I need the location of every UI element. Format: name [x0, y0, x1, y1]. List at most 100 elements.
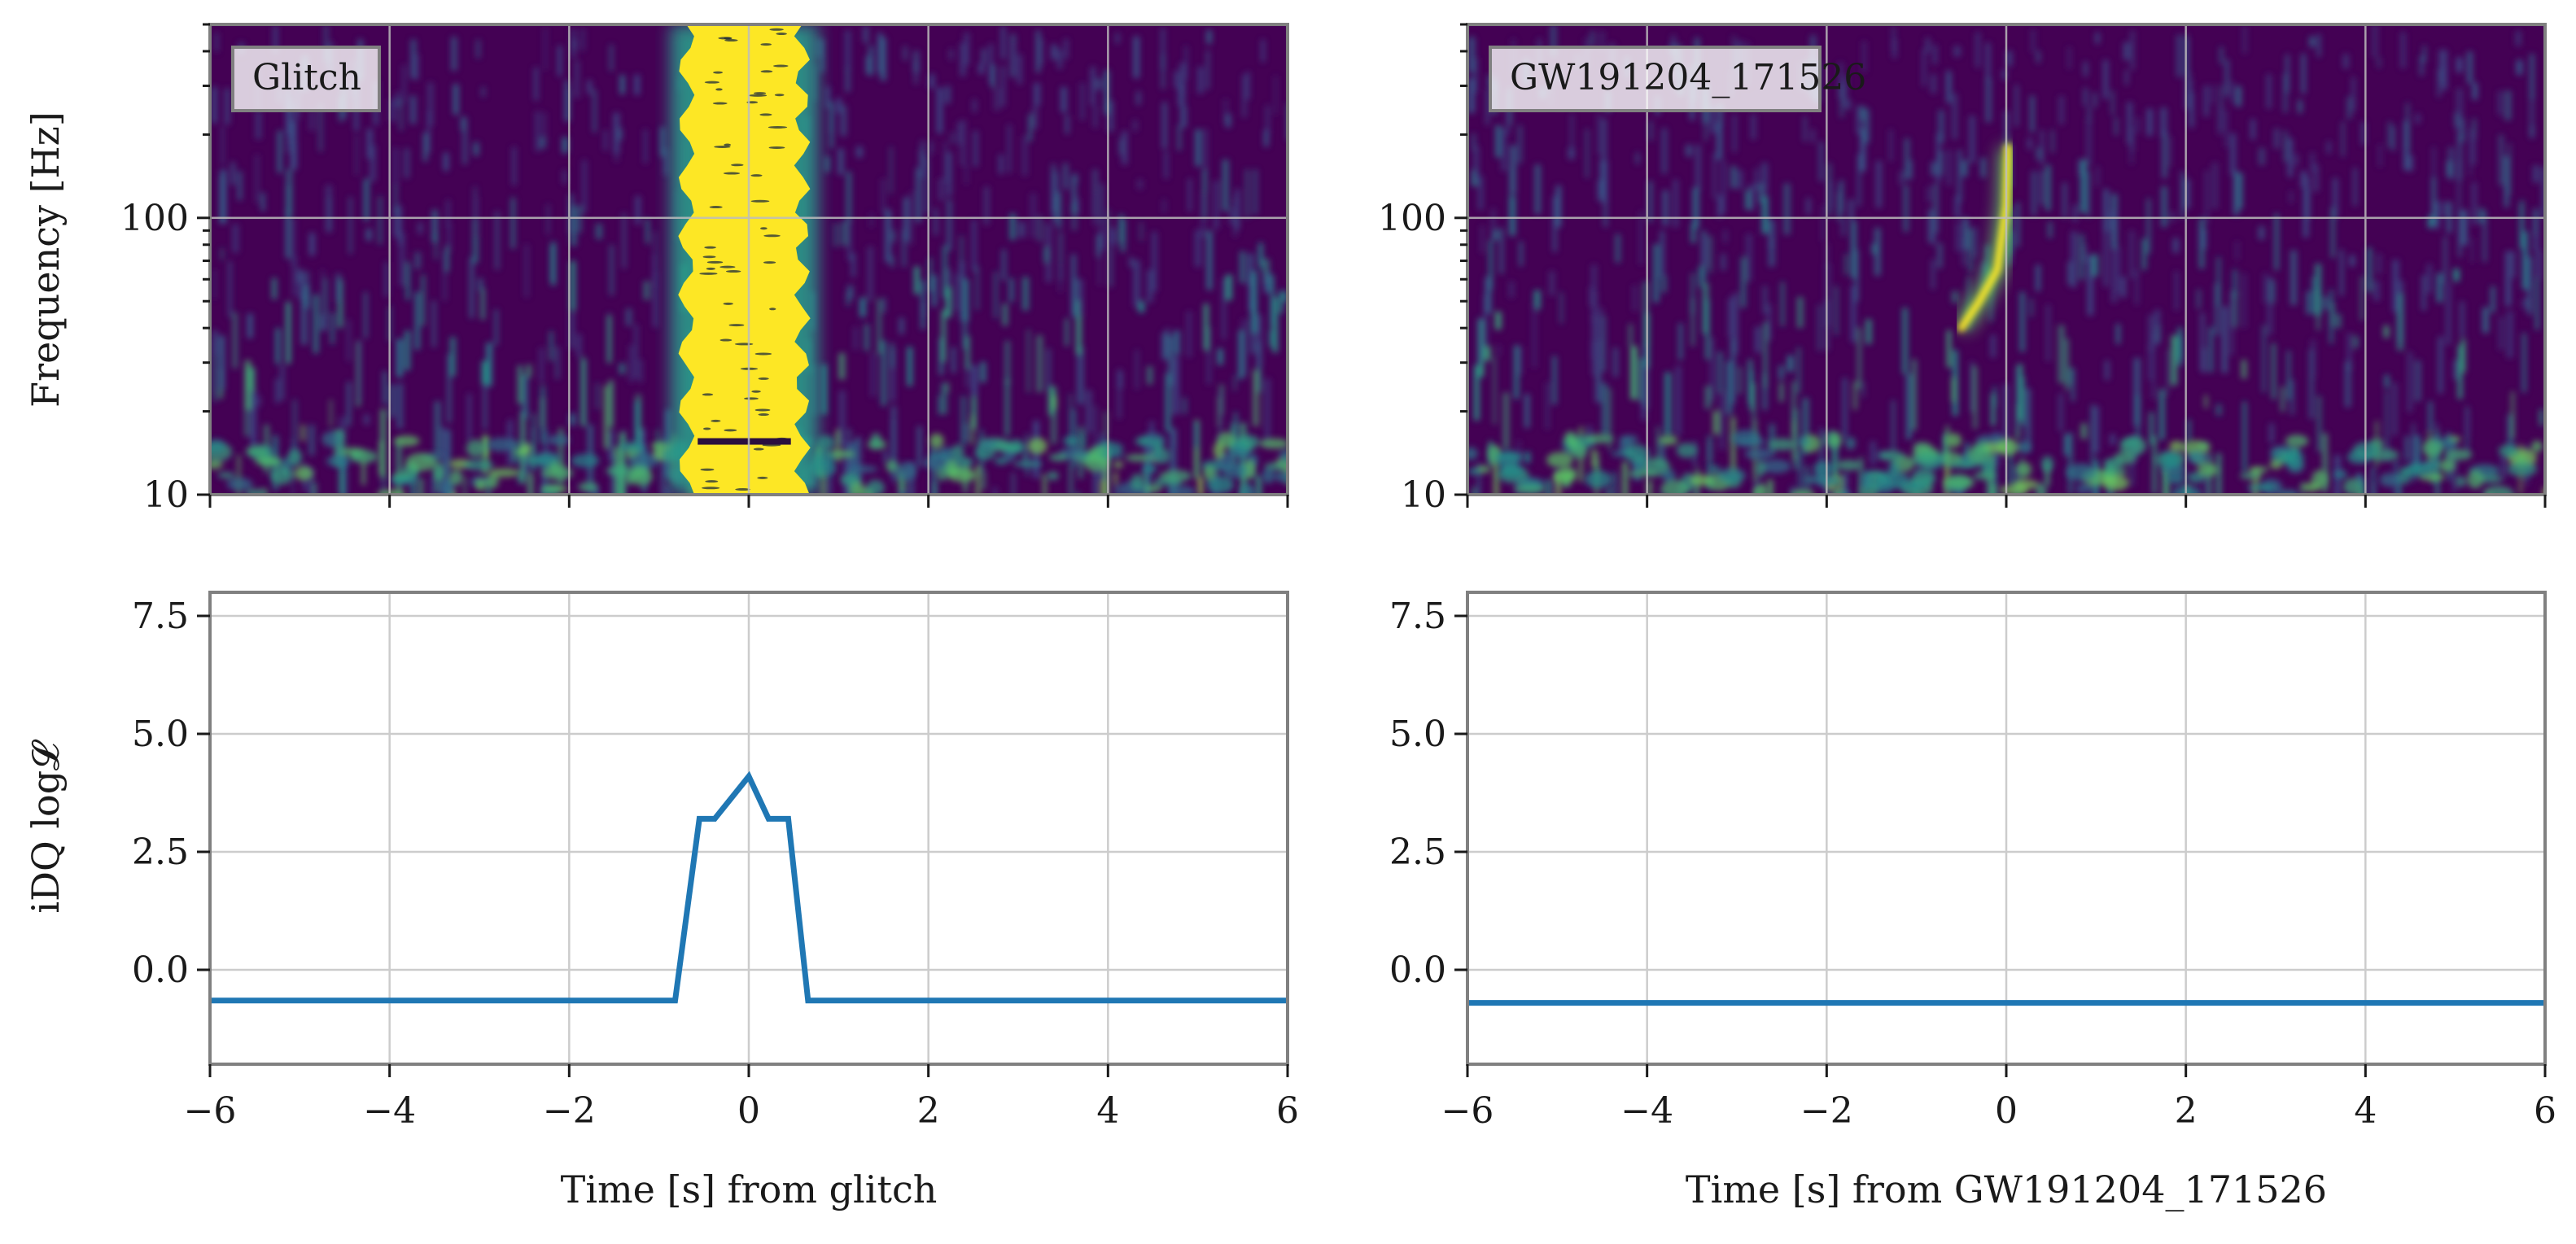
- noise-streak: [899, 470, 906, 495]
- noise-streak: [933, 207, 938, 236]
- noise-streak: [1902, 308, 1909, 374]
- noise-streak: [1517, 125, 1523, 164]
- noise-streak: [608, 380, 614, 428]
- noise-streak: [1909, 159, 1913, 180]
- noise-streak: [1843, 75, 1848, 108]
- noise-streak: [2456, 57, 2463, 73]
- y-ticks: [1454, 23, 1467, 496]
- x-tick-label: 4: [2354, 1090, 2377, 1132]
- noise-streak: [1034, 83, 1040, 107]
- noise-streak: [1937, 242, 1943, 268]
- noise-blob: [994, 456, 1008, 465]
- noise-streak: [2221, 306, 2228, 373]
- noise-streak: [1204, 129, 1208, 170]
- noise-streak: [2258, 225, 2265, 240]
- noise-streak: [1099, 229, 1105, 251]
- noise-streak: [1710, 337, 1714, 402]
- noise-blob: [2498, 444, 2519, 458]
- noise-streak: [2441, 201, 2447, 217]
- noise-streak: [434, 401, 441, 456]
- noise-streak: [2103, 229, 2108, 287]
- noise-streak: [1098, 244, 1101, 286]
- noise-streak: [1656, 426, 1660, 469]
- noise-blob: [2016, 461, 2032, 478]
- noise-streak: [881, 178, 885, 213]
- glitch-ripple: [744, 397, 759, 400]
- noise-streak: [539, 347, 545, 383]
- noise-blob: [210, 460, 223, 469]
- noise-streak: [975, 266, 979, 311]
- noise-blob: [1144, 484, 1162, 493]
- noise-streak: [414, 251, 421, 269]
- noise-streak: [1639, 211, 1642, 265]
- noise-streak: [1791, 486, 1795, 495]
- noise-streak: [1705, 299, 1710, 360]
- noise-streak: [1860, 129, 1866, 172]
- noise-streak: [929, 257, 932, 292]
- noise-streak: [1204, 303, 1209, 351]
- noise-streak: [2093, 406, 2099, 454]
- noise-streak: [2354, 335, 2358, 348]
- noise-streak: [2300, 171, 2307, 188]
- glitch-ripple: [750, 199, 770, 203]
- noise-streak: [2285, 54, 2290, 93]
- noise-streak: [526, 364, 531, 378]
- noise-streak: [619, 432, 626, 495]
- noise-blob: [606, 465, 636, 477]
- noise-streak: [2342, 121, 2345, 157]
- noise-streak: [2473, 118, 2476, 140]
- noise-streak: [964, 423, 969, 443]
- glitch-ripple: [750, 174, 763, 177]
- noise-streak: [451, 37, 457, 71]
- noise-blob: [2456, 475, 2466, 487]
- noise-streak: [2447, 146, 2455, 181]
- noise-blob: [850, 482, 865, 495]
- noise-streak: [1022, 277, 1029, 311]
- noise-streak: [1546, 479, 1552, 495]
- noise-streak: [1036, 334, 1043, 393]
- noise-streak: [593, 89, 597, 133]
- noise-streak: [2230, 81, 2234, 104]
- noise-blob: [1627, 470, 1658, 478]
- noise-streak: [460, 116, 466, 131]
- noise-streak: [1133, 260, 1140, 308]
- noise-streak: [941, 382, 947, 415]
- noise-streak: [482, 434, 488, 475]
- noise-streak: [2065, 338, 2069, 391]
- noise-streak: [845, 68, 851, 93]
- noise-streak: [1251, 271, 1257, 334]
- noise-streak: [2091, 404, 2094, 462]
- noise-streak: [664, 486, 671, 495]
- noise-blob: [929, 433, 944, 449]
- noise-blob: [2166, 473, 2186, 485]
- noise-streak: [228, 260, 232, 317]
- noise-blob: [270, 466, 293, 485]
- noise-streak: [1115, 33, 1120, 44]
- noise-blob: [629, 466, 653, 487]
- noise-streak: [972, 219, 977, 272]
- noise-streak: [313, 294, 319, 354]
- noise-streak: [1236, 188, 1240, 230]
- noise-streak: [1104, 441, 1109, 495]
- noise-streak: [1262, 259, 1270, 285]
- noise-streak: [1648, 181, 1652, 223]
- noise-streak: [1468, 37, 1475, 73]
- noise-streak: [467, 393, 471, 442]
- noise-streak: [1000, 65, 1005, 107]
- noise-streak: [2532, 208, 2539, 236]
- noise-streak: [2323, 296, 2329, 310]
- noise-streak: [510, 197, 515, 249]
- x-tick-label: −2: [543, 1090, 596, 1132]
- noise-streak: [993, 88, 1000, 111]
- noise-streak: [1854, 249, 1859, 302]
- noise-streak: [1928, 209, 1933, 243]
- noise-streak: [2397, 293, 2404, 351]
- noise-streak: [2187, 419, 2191, 443]
- noise-blob: [1619, 434, 1638, 444]
- noise-streak: [230, 162, 235, 186]
- noise-streak: [2290, 190, 2293, 203]
- noise-streak: [1011, 41, 1016, 72]
- y-tick-label: 7.5: [132, 596, 189, 637]
- noise-streak: [1811, 129, 1815, 143]
- noise-streak: [570, 260, 576, 311]
